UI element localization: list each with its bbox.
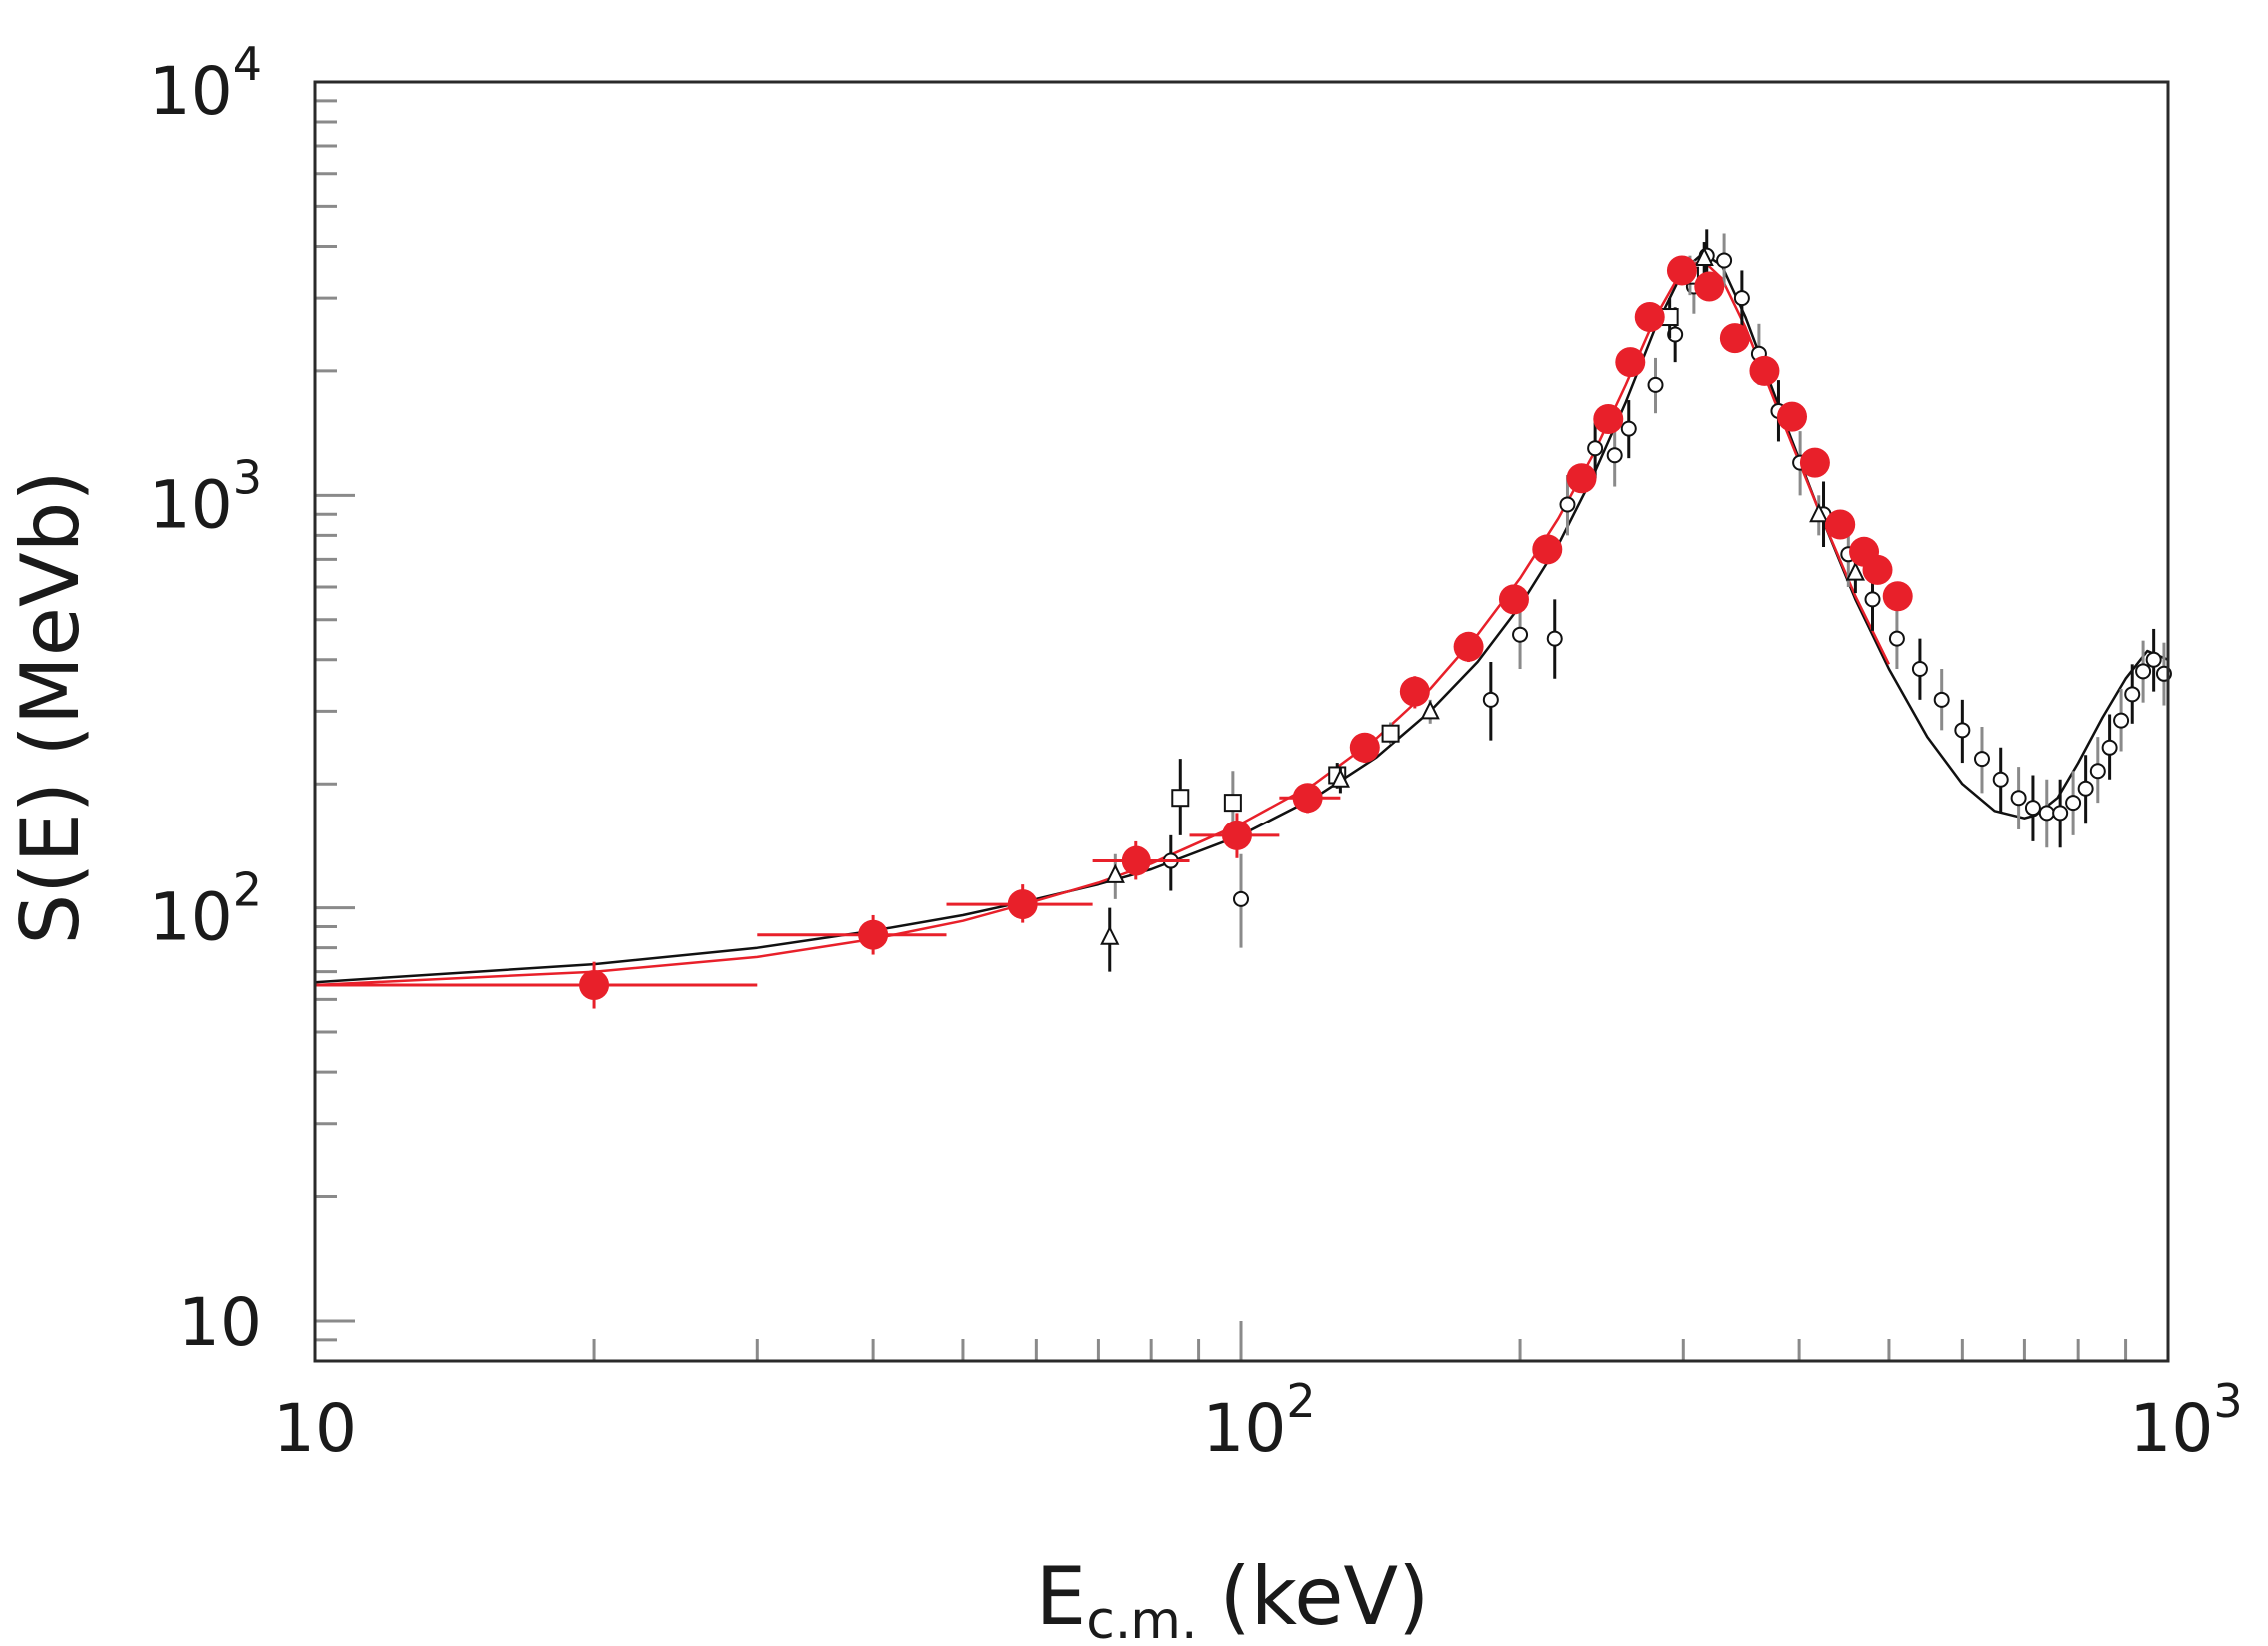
data-point — [1992, 771, 2009, 788]
y-tick-label-exponent: 2 — [233, 863, 262, 917]
x-axis-title-sub: c.m. — [1086, 1591, 1197, 1646]
data-point — [2124, 686, 2141, 703]
data-point — [1862, 554, 1893, 585]
axis-ticks — [313, 99, 2170, 1363]
data-point — [2052, 805, 2069, 822]
data-point — [2038, 805, 2055, 822]
data-point — [1100, 925, 1120, 945]
x-axis-title-main: E — [1036, 1550, 1087, 1643]
data-point — [1666, 255, 1697, 286]
y-tick-label: 103 — [149, 450, 262, 543]
data-point — [1799, 447, 1830, 478]
data-point — [1593, 403, 1624, 434]
data-point — [1330, 768, 1351, 788]
plot-frame — [313, 80, 2170, 1363]
x-tick-label-exponent: 3 — [2213, 1374, 2242, 1428]
x-axis-title: Ec.m. (keV) — [1036, 1550, 1430, 1646]
data-point — [1777, 401, 1808, 432]
data-point — [2089, 763, 2106, 780]
data-point — [2010, 790, 2027, 807]
data-point — [1381, 724, 1400, 743]
data-point — [1007, 889, 1038, 920]
data-point — [1566, 463, 1597, 494]
y-tick-label-exponent: 4 — [233, 37, 262, 91]
data-point — [1559, 496, 1576, 513]
data-point — [1615, 347, 1646, 378]
data-point — [1716, 252, 1733, 269]
y-axis-title: S(E) (MeVb) — [4, 470, 97, 944]
data-point — [2113, 712, 2130, 729]
data-point — [1809, 502, 1829, 523]
data-point — [1620, 420, 1637, 437]
x-axis-title-unit: (keV) — [1220, 1550, 1430, 1643]
data-point — [2065, 795, 2082, 812]
data-point — [1933, 691, 1950, 708]
data-point — [1105, 863, 1125, 883]
data-point — [1749, 355, 1780, 386]
data-point — [1546, 630, 1563, 647]
data-points — [315, 229, 2172, 1009]
data-point — [858, 919, 889, 950]
y-tick-label: 10 — [178, 1284, 262, 1361]
data-point — [1864, 591, 1881, 608]
data-point — [1973, 751, 1990, 768]
data-point — [2024, 800, 2041, 817]
data-point — [1694, 246, 1714, 267]
x-tick-label: 102 — [1202, 1374, 1315, 1467]
data-point — [1719, 323, 1750, 354]
data-point — [1647, 376, 1664, 393]
x-tick-label-base: 10 — [273, 1390, 357, 1467]
y-tick-label-exponent: 3 — [233, 450, 262, 504]
data-point — [1292, 783, 1323, 814]
data-point — [1606, 447, 1623, 464]
axis-titles: S(E) (MeVb) Ec.m. (keV) — [4, 470, 1429, 1646]
data-point — [1733, 290, 1750, 307]
data-point — [1482, 691, 1499, 708]
data-point — [1453, 631, 1484, 662]
data-point — [1634, 302, 1665, 333]
y-tick-label-base: 10 — [178, 1284, 262, 1361]
data-point — [1349, 732, 1380, 763]
x-tick-label-exponent: 2 — [1286, 1374, 1315, 1428]
data-point — [1911, 660, 1928, 677]
data-point — [1399, 676, 1430, 707]
x-tick-label-base: 10 — [2129, 1390, 2213, 1467]
data-point — [1223, 794, 1242, 813]
data-point — [579, 969, 610, 1000]
data-point — [1694, 271, 1725, 302]
data-point — [1221, 820, 1252, 850]
data-point — [1498, 584, 1529, 615]
data-point — [2135, 663, 2152, 680]
data-point — [1512, 626, 1529, 643]
data-point — [1888, 630, 1905, 647]
data-point — [1587, 440, 1604, 457]
data-point — [1845, 561, 1865, 581]
data-point — [1882, 581, 1913, 612]
data-point — [1954, 722, 1971, 739]
data-point — [2077, 780, 2094, 797]
x-tick-label: 103 — [2129, 1374, 2242, 1467]
y-tick-label: 104 — [149, 37, 262, 130]
x-tick-label: 10 — [273, 1390, 357, 1467]
data-point — [1825, 509, 1856, 540]
data-point — [1532, 534, 1563, 565]
y-tick-label: 102 — [149, 863, 262, 956]
data-point — [2101, 739, 2118, 756]
data-point — [1420, 700, 1440, 720]
data-point — [2145, 651, 2162, 668]
y-tick-label-base: 10 — [149, 879, 233, 956]
y-tick-label-base: 10 — [149, 466, 233, 543]
x-tick-label-base: 10 — [1202, 1390, 1286, 1467]
data-point — [1171, 789, 1190, 808]
data-point — [1233, 890, 1249, 907]
data-point — [1121, 845, 1151, 876]
y-tick-label-base: 10 — [149, 53, 233, 130]
